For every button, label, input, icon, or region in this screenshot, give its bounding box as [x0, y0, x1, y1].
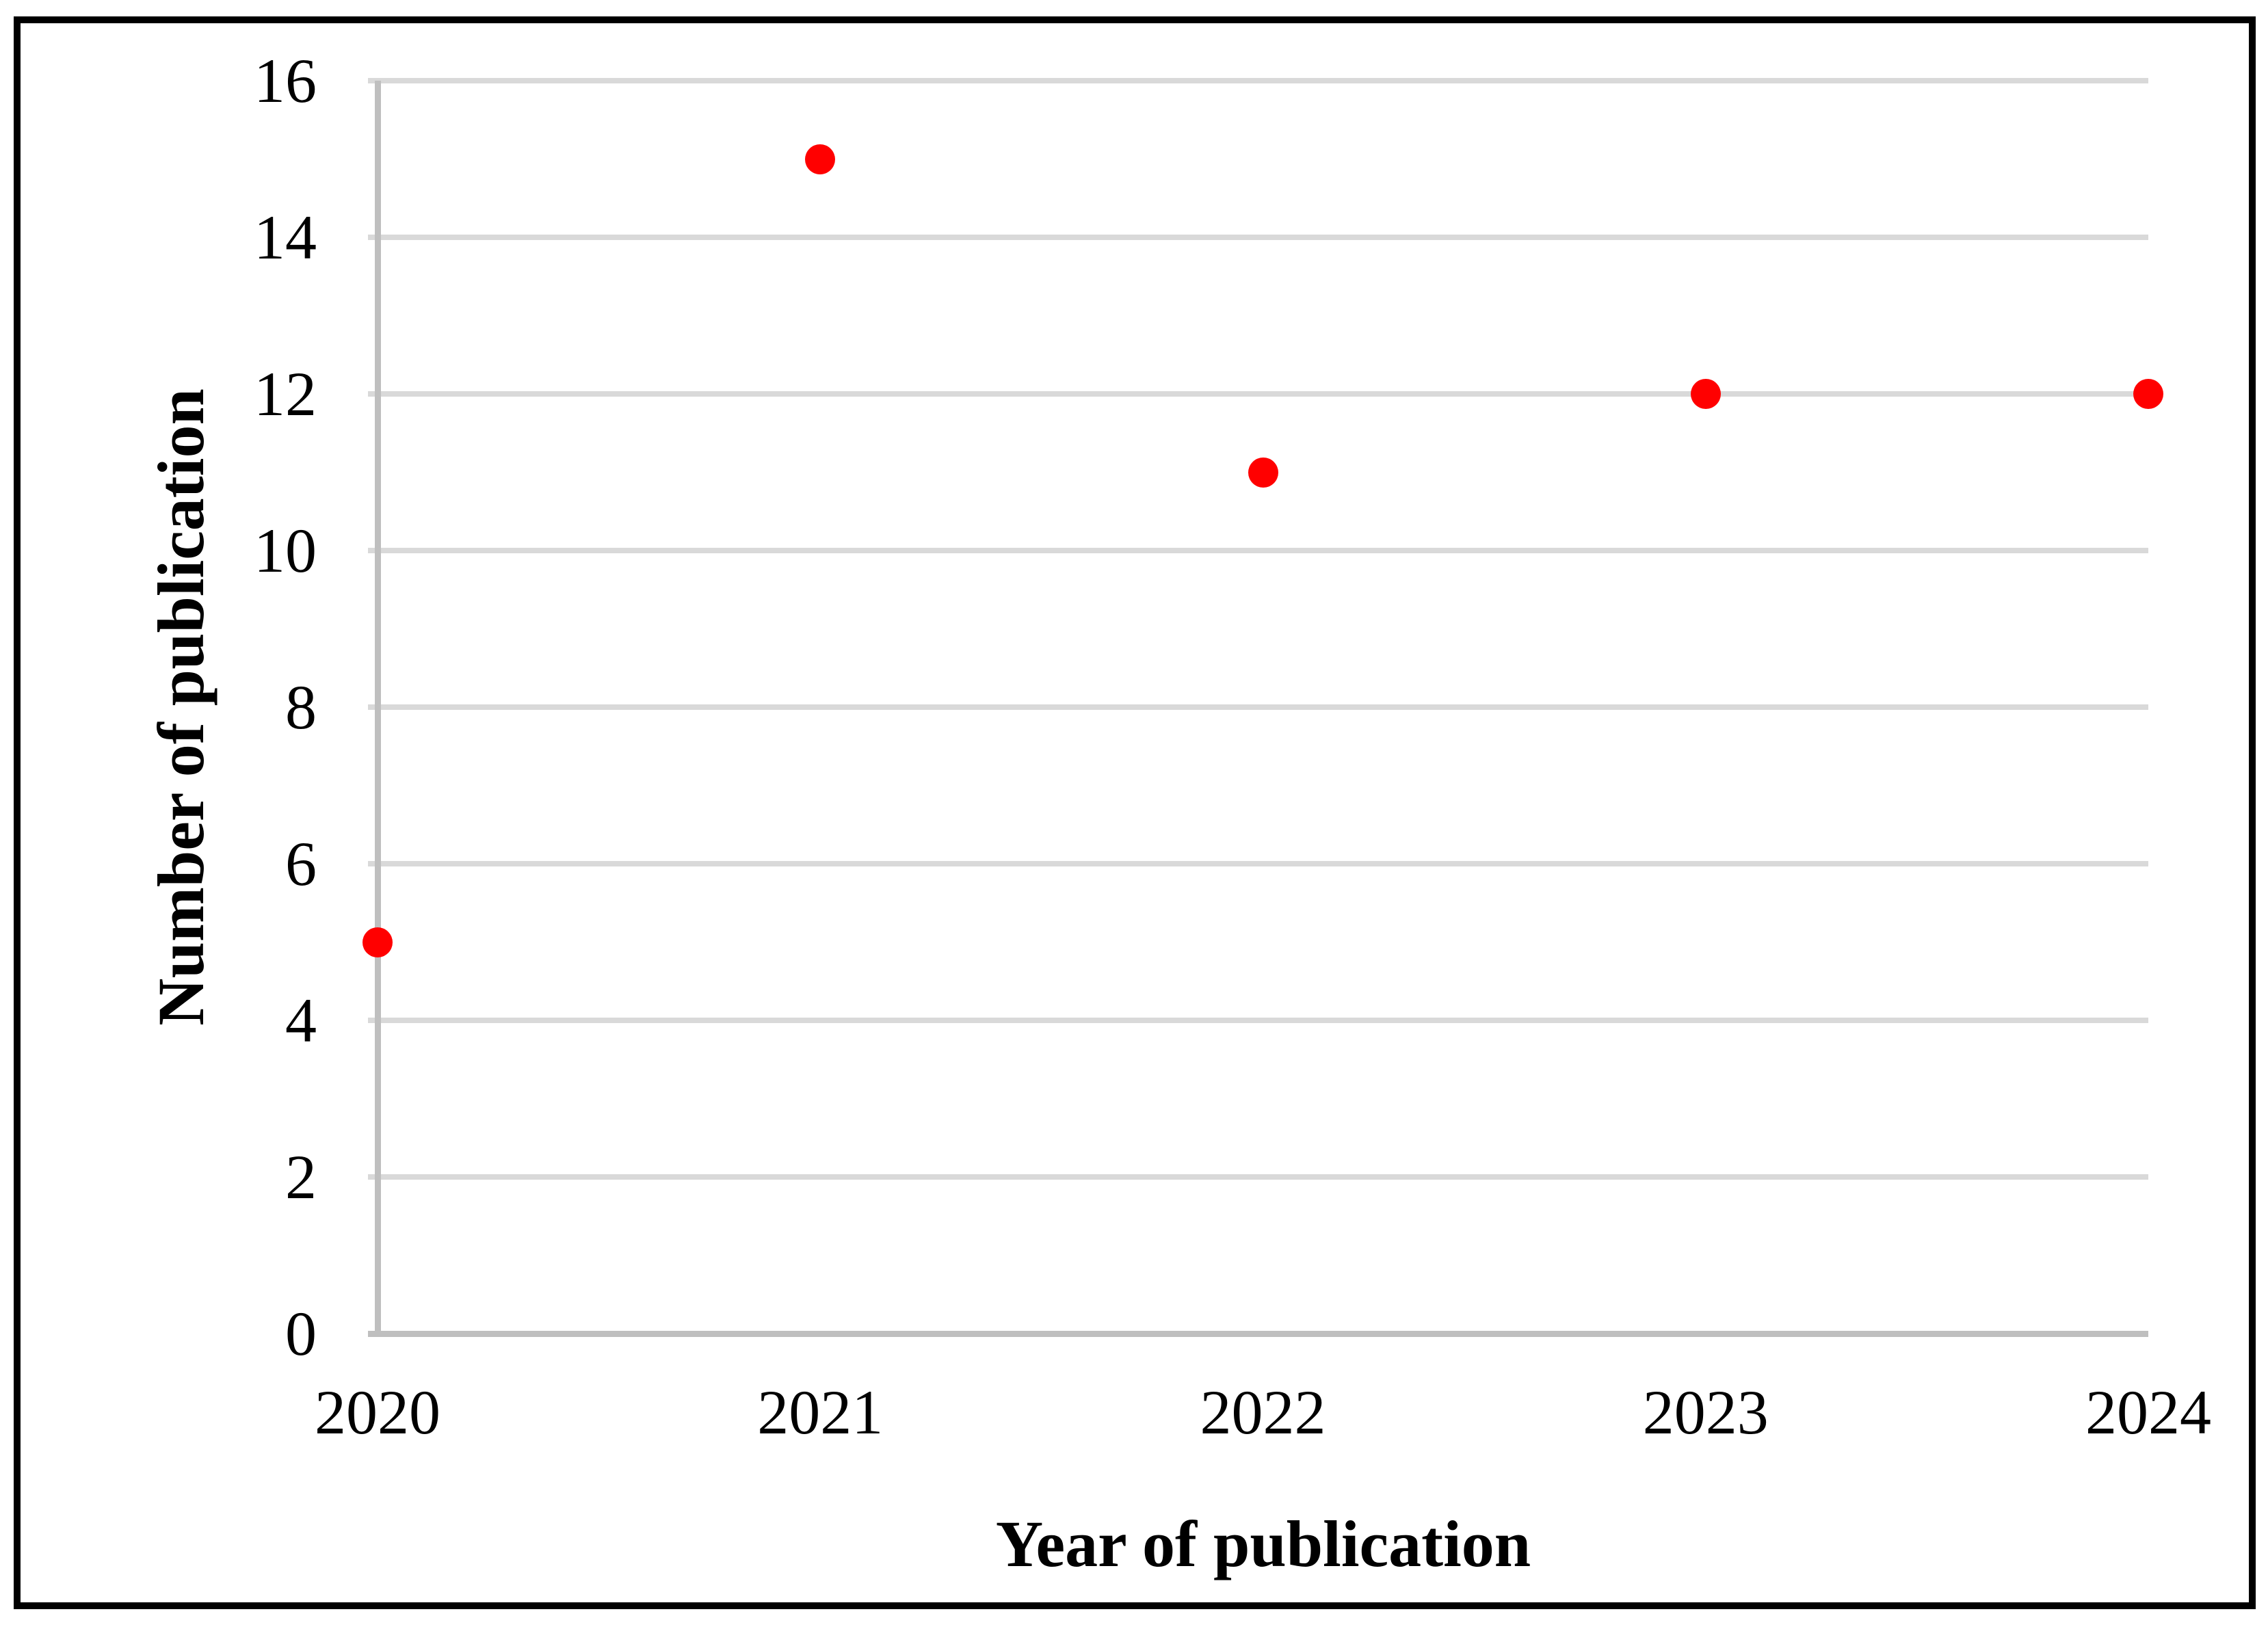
y-tick-label-6: 6 — [285, 829, 317, 899]
x-axis-title: Year of publication — [995, 1507, 1531, 1580]
x-tick-label-2022: 2022 — [1200, 1377, 1326, 1447]
y-tick-label-10: 10 — [254, 516, 317, 585]
y-tick-label-4: 4 — [285, 985, 317, 1055]
y-tick-label-8: 8 — [285, 672, 317, 742]
gridline-y-16 — [368, 78, 2148, 83]
y-tick-label-0: 0 — [285, 1299, 317, 1368]
figure-border — [14, 16, 2256, 1609]
y-tick-label-12: 12 — [254, 359, 317, 429]
gridline-y-10 — [368, 548, 2148, 553]
gridline-y-2 — [368, 1174, 2148, 1180]
gridline-y-6 — [368, 861, 2148, 866]
data-point-2020 — [362, 927, 393, 957]
data-point-2022 — [1248, 457, 1278, 488]
gridline-y-4 — [368, 1018, 2148, 1023]
x-axis-line — [368, 1331, 2148, 1337]
x-tick-label-2024: 2024 — [2085, 1377, 2211, 1447]
data-point-2021 — [805, 144, 836, 174]
data-point-2024 — [2133, 379, 2163, 409]
x-tick-label-2023: 2023 — [1642, 1377, 1769, 1447]
y-axis-line — [375, 81, 381, 1336]
y-tick-label-2: 2 — [285, 1142, 317, 1212]
data-point-2023 — [1690, 379, 1721, 409]
y-tick-label-16: 16 — [254, 46, 317, 116]
gridline-y-12 — [368, 391, 2148, 397]
x-tick-label-2020: 2020 — [315, 1377, 440, 1447]
x-tick-label-2021: 2021 — [757, 1377, 884, 1447]
y-tick-label-14: 14 — [254, 202, 317, 272]
gridline-y-8 — [368, 704, 2148, 710]
gridline-y-14 — [368, 235, 2148, 240]
